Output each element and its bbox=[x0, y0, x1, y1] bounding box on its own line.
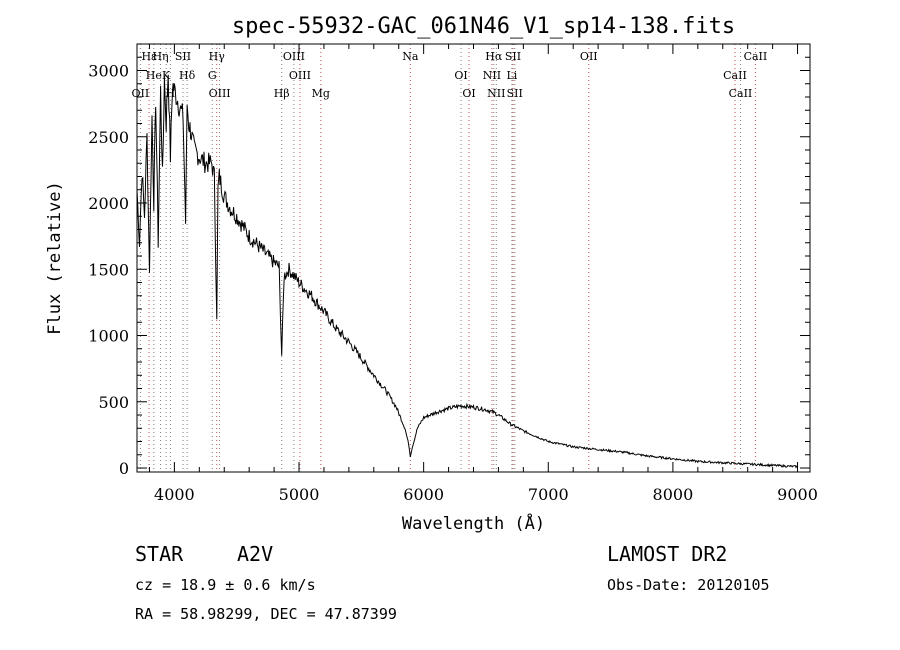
y-tick-label: 3000 bbox=[88, 62, 129, 81]
spectral-line-label: Hα bbox=[485, 50, 503, 63]
x-tick-label: 9000 bbox=[777, 485, 818, 504]
y-tick-label: 2500 bbox=[88, 128, 129, 147]
spectral-line-label: OII bbox=[580, 50, 598, 63]
spectral-line-label: CaII bbox=[744, 50, 768, 63]
spectral-line-label: OIII bbox=[289, 69, 311, 82]
spectral-line-labels: HεHeOIIHηKHSIIHδOIIIHγGHβOIIIOIIIMgNaOIO… bbox=[132, 50, 768, 100]
spectral-line-label: Hγ bbox=[209, 50, 226, 63]
spectrum-series-line bbox=[136, 74, 798, 469]
spectral-line-label: Hβ bbox=[274, 87, 290, 100]
chart-title: spec-55932-GAC_061N46_V1_sp14-138.fits bbox=[232, 14, 735, 39]
spectral-line-label: G bbox=[208, 69, 217, 82]
spectral-line-label: He bbox=[146, 69, 162, 82]
star-class-label: STAR bbox=[135, 542, 184, 566]
y-tick-label: 1000 bbox=[88, 327, 129, 346]
spectral-line-label: OIII bbox=[209, 87, 231, 100]
spectral-line-label: OII bbox=[132, 87, 150, 100]
spectral-line-label: Mg bbox=[312, 87, 330, 100]
spectral-line-label: NII bbox=[487, 87, 505, 100]
y-tick-label: 1500 bbox=[88, 260, 129, 279]
x-tick-label: 5000 bbox=[279, 485, 320, 504]
obs-date: Obs-Date: 20120105 bbox=[607, 576, 770, 594]
spectral-line-label: K bbox=[162, 69, 171, 82]
spectral-line-markers bbox=[139, 44, 756, 472]
spectral-line-label: CaII bbox=[729, 87, 753, 100]
ra-dec-coordinates: RA = 58.98299, DEC = 47.87399 bbox=[135, 605, 397, 623]
x-tick-label: 4000 bbox=[154, 485, 195, 504]
spectral-line-label: Hη bbox=[152, 50, 168, 63]
y-tick-label: 2000 bbox=[88, 194, 129, 213]
spectral-line-label: SII bbox=[507, 87, 523, 100]
star-subclass-label: A2V bbox=[237, 542, 273, 566]
cz-value: cz = 18.9 ± 0.6 km/s bbox=[135, 576, 316, 594]
spectral-line-label: CaII bbox=[723, 69, 747, 82]
spectral-line-label: Hε bbox=[141, 50, 157, 63]
spectral-line-label: Li bbox=[506, 69, 517, 82]
spectral-line-label: OIII bbox=[283, 50, 305, 63]
spectral-line-label: Hδ bbox=[179, 69, 196, 82]
spectral-line-label: SII bbox=[505, 50, 521, 63]
x-tick-label: 7000 bbox=[528, 485, 569, 504]
spectral-line-label: OI bbox=[462, 87, 475, 100]
x-axis-label: Wavelength (Å) bbox=[402, 512, 545, 534]
y-axis-label: Flux (relative) bbox=[45, 181, 65, 335]
spectral-line-label: OI bbox=[454, 69, 467, 82]
spectral-line-label: Na bbox=[402, 50, 419, 63]
spectral-line-label: SII bbox=[175, 50, 191, 63]
y-tick-label: 500 bbox=[98, 393, 129, 412]
x-tick-label: 6000 bbox=[403, 485, 444, 504]
y-tick-label: 0 bbox=[119, 459, 129, 478]
spectral-line-label: H bbox=[166, 87, 176, 100]
x-tick-label: 8000 bbox=[653, 485, 694, 504]
survey-label: LAMOST DR2 bbox=[607, 542, 727, 566]
spectral-line-label: NII bbox=[483, 69, 501, 82]
axis-ticks: 4000 5000 6000 7000 8000 9000 0 500 1000 1500 2000… bbox=[88, 44, 818, 504]
